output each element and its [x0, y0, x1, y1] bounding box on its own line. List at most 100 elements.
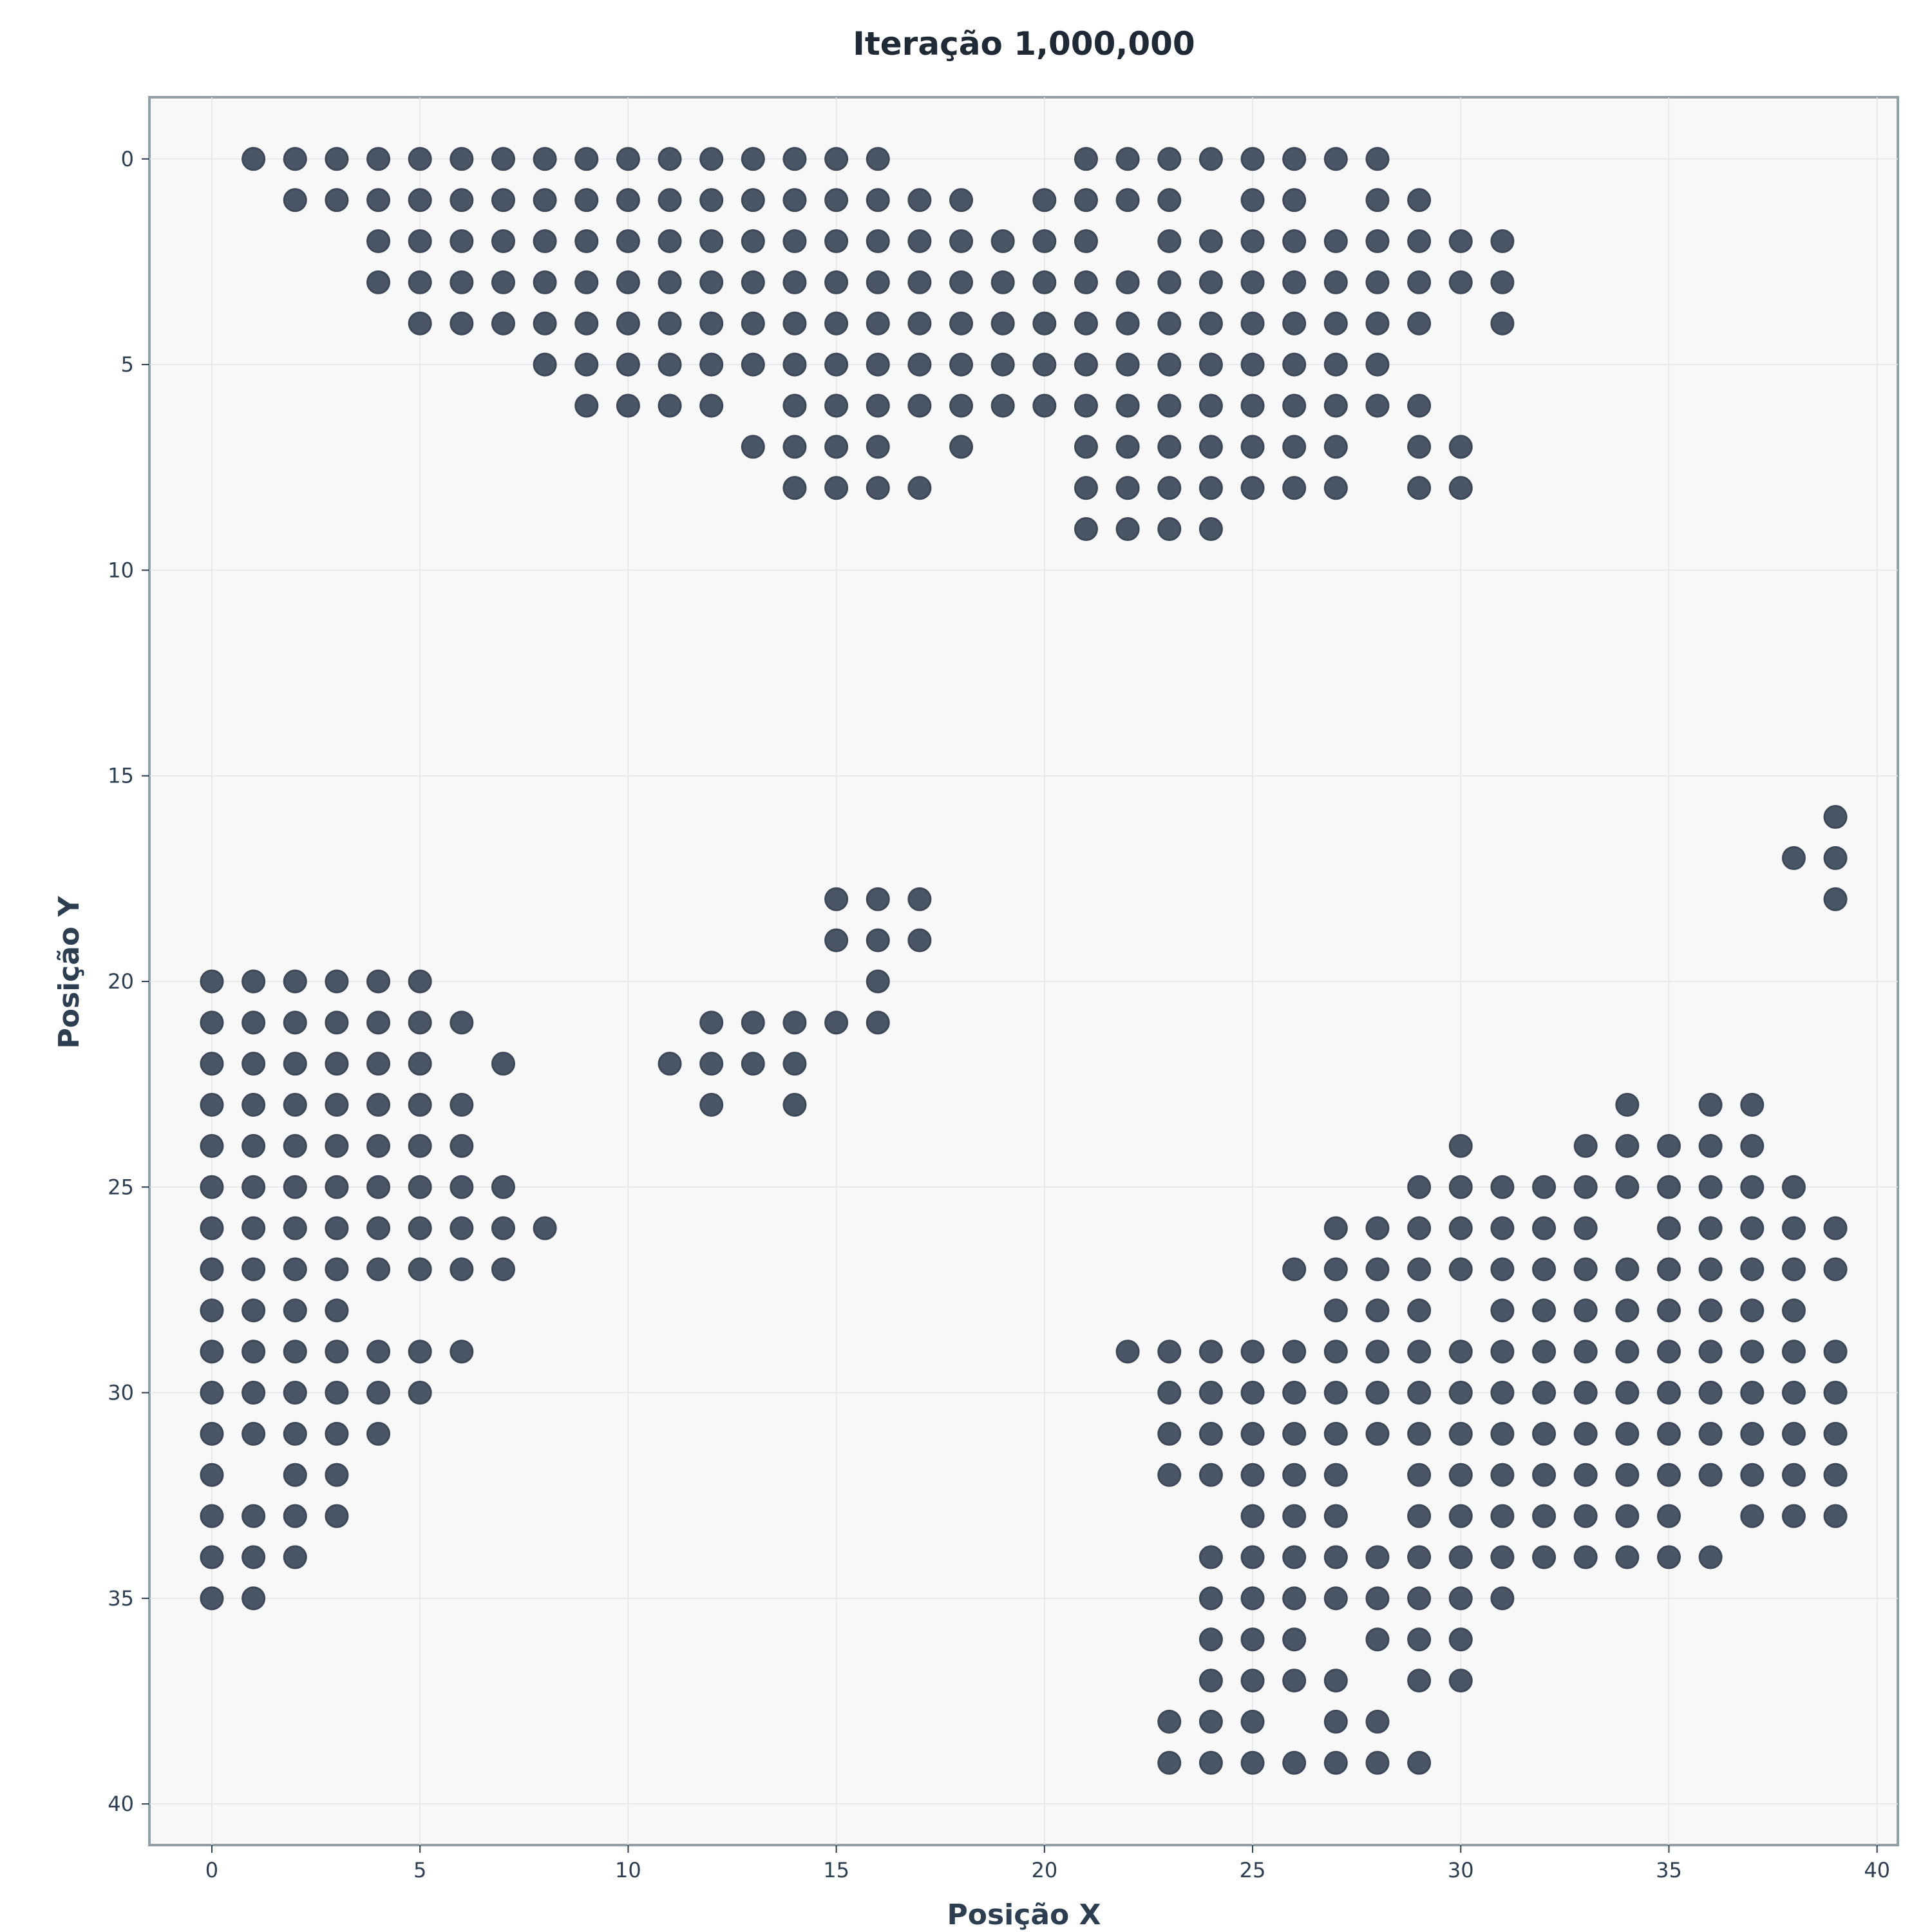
data-point: [824, 393, 849, 418]
data-point: [782, 1010, 807, 1035]
data-point: [1240, 352, 1265, 377]
data-point: [1074, 147, 1098, 171]
data-point: [1282, 1257, 1307, 1282]
data-point: [1573, 1216, 1598, 1240]
data-point: [325, 1504, 349, 1528]
data-point: [866, 969, 890, 994]
data-point: [1240, 1340, 1265, 1364]
data-point: [1323, 435, 1348, 459]
x-tick-label: 30: [1448, 1858, 1474, 1882]
data-point: [366, 1133, 391, 1158]
data-point: [699, 1010, 724, 1035]
data-point: [1240, 1709, 1265, 1734]
data-point: [1282, 147, 1307, 171]
data-point: [1198, 1627, 1223, 1652]
data-point: [283, 1545, 307, 1569]
data-point: [1282, 311, 1307, 336]
data-point: [699, 188, 724, 213]
data-point: [1490, 1216, 1515, 1240]
data-point: [366, 1340, 391, 1364]
x-tick-label: 25: [1240, 1858, 1266, 1882]
data-point: [283, 1504, 307, 1528]
data-point: [1240, 1669, 1265, 1693]
data-point: [1115, 188, 1140, 213]
data-point: [741, 1010, 765, 1035]
chart-title: Iteração 1,000,000: [853, 25, 1195, 62]
data-point: [824, 435, 849, 459]
data-point: [1240, 229, 1265, 254]
data-point: [1448, 1504, 1473, 1528]
data-point: [1823, 1463, 1848, 1487]
data-point: [866, 311, 890, 336]
y-tick-label: 30: [108, 1381, 134, 1405]
data-point: [782, 1052, 807, 1076]
data-point: [1198, 270, 1223, 294]
data-point: [1323, 147, 1348, 171]
data-point: [1573, 1381, 1598, 1405]
data-point: [1532, 1421, 1557, 1446]
data-point: [1448, 1340, 1473, 1364]
data-point: [741, 270, 765, 294]
data-point: [1115, 270, 1140, 294]
data-point: [949, 393, 974, 418]
data-point: [1407, 1463, 1432, 1487]
data-point: [1407, 229, 1432, 254]
data-point: [283, 1381, 307, 1405]
data-point: [242, 1504, 266, 1528]
data-point: [1698, 1216, 1723, 1240]
data-point: [1198, 352, 1223, 377]
data-point: [283, 969, 307, 994]
data-point: [200, 1381, 224, 1405]
data-point: [1656, 1545, 1681, 1569]
data-point: [1323, 393, 1348, 418]
data-point: [1407, 1669, 1432, 1693]
data-point: [450, 1133, 474, 1158]
data-point: [1157, 1750, 1182, 1775]
data-point: [1407, 1627, 1432, 1652]
data-point: [1282, 435, 1307, 459]
data-point: [242, 1421, 266, 1446]
data-point: [325, 1133, 349, 1158]
data-point: [1157, 1381, 1182, 1405]
data-point: [1032, 311, 1057, 336]
data-point: [325, 1010, 349, 1035]
data-point: [1282, 229, 1307, 254]
data-point: [782, 476, 807, 500]
data-point: [1074, 188, 1098, 213]
data-point: [1365, 352, 1390, 377]
data-point: [1740, 1421, 1765, 1446]
data-point: [1323, 270, 1348, 294]
data-point: [325, 188, 349, 213]
data-point: [949, 352, 974, 377]
data-point: [200, 1010, 224, 1035]
data-point: [242, 969, 266, 994]
data-point: [699, 1093, 724, 1117]
data-points: [200, 147, 1848, 1775]
data-point: [1198, 1709, 1223, 1734]
data-point: [1365, 147, 1390, 171]
data-point: [1740, 1463, 1765, 1487]
data-point: [1823, 1216, 1848, 1240]
data-point: [366, 969, 391, 994]
data-point: [741, 147, 765, 171]
data-point: [1448, 229, 1473, 254]
data-point: [990, 352, 1015, 377]
data-point: [200, 1257, 224, 1282]
data-point: [325, 1093, 349, 1117]
data-point: [1115, 311, 1140, 336]
data-point: [533, 352, 557, 377]
data-point: [1781, 846, 1806, 870]
data-point: [1698, 1257, 1723, 1282]
data-point: [1573, 1545, 1598, 1569]
data-point: [366, 147, 391, 171]
data-point: [616, 147, 640, 171]
data-point: [1448, 1627, 1473, 1652]
data-point: [1323, 311, 1348, 336]
data-point: [366, 1052, 391, 1076]
data-point: [824, 311, 849, 336]
data-point: [283, 1093, 307, 1117]
data-point: [1781, 1298, 1806, 1323]
data-point: [242, 1093, 266, 1117]
data-point: [1282, 1340, 1307, 1364]
data-point: [1532, 1381, 1557, 1405]
